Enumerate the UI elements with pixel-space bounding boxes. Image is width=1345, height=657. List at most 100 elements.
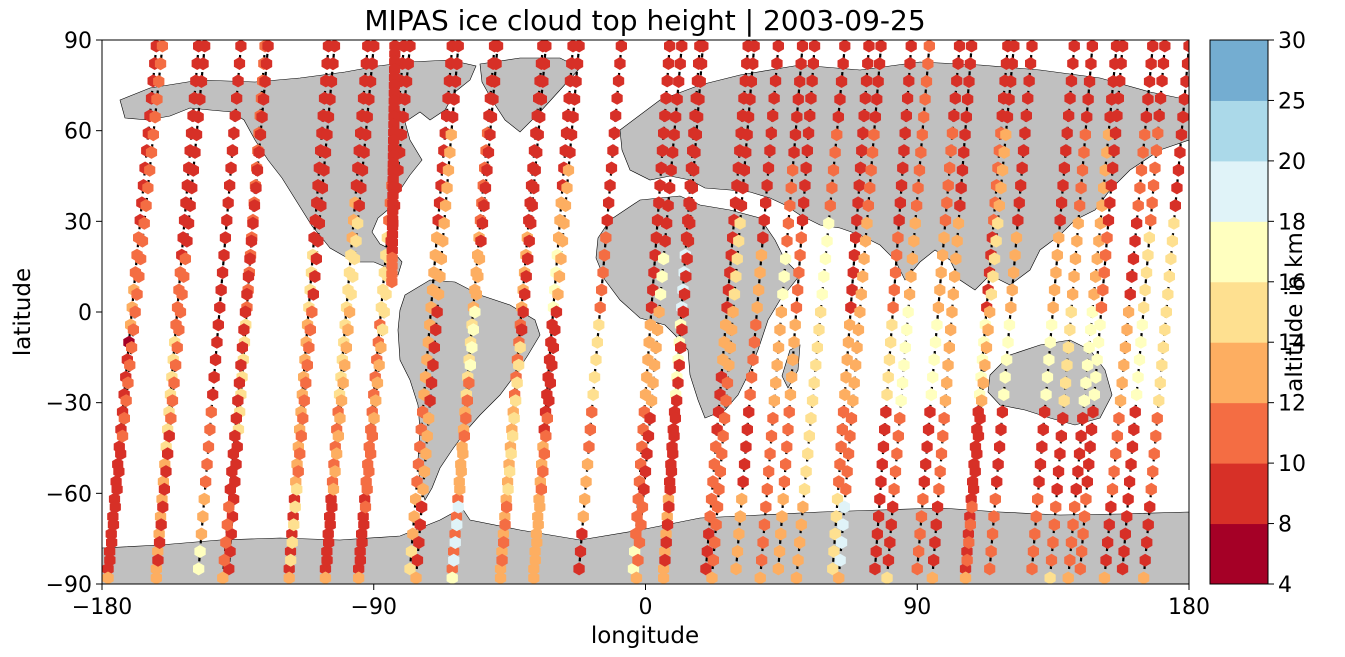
cloud-point (670, 110, 682, 124)
cloud-point (1058, 161, 1070, 175)
cloud-point (1023, 74, 1035, 88)
cloud-point (285, 553, 297, 567)
cloud-point (571, 57, 584, 71)
cloud-point (865, 163, 877, 177)
cloud-point (1150, 144, 1162, 158)
cloud-point (603, 196, 615, 210)
cloud-point (1037, 423, 1049, 436)
cloud-point (810, 358, 822, 372)
cloud-point (355, 181, 367, 195)
cloud-point (964, 518, 976, 532)
cloud-point (861, 216, 873, 230)
cloud-point (537, 465, 549, 479)
cloud-point (520, 270, 532, 283)
cloud-point (567, 110, 579, 124)
cloud-point (431, 305, 443, 319)
cloud-point (1175, 128, 1188, 142)
cloud-point (247, 216, 259, 230)
cloud-point (782, 423, 794, 436)
cloud-point (407, 527, 419, 541)
cloud-point (838, 500, 850, 514)
cloud-point (562, 163, 575, 177)
cloud-point (1163, 270, 1175, 283)
cloud-point (537, 75, 549, 88)
cloud-point (845, 301, 857, 314)
cloud-point (660, 91, 672, 105)
cloud-point (991, 475, 1003, 489)
cloud-point (1132, 370, 1144, 384)
cloud-point (235, 40, 247, 53)
cloud-point (447, 110, 459, 124)
cloud-point (573, 562, 585, 576)
cloud-point (775, 305, 787, 319)
cloud-point (580, 475, 592, 489)
cloud-point (1062, 341, 1075, 354)
cloud-point (1020, 109, 1032, 123)
cloud-point (1057, 179, 1069, 192)
cloud-point (753, 283, 765, 297)
cloud-point (579, 492, 591, 506)
cloud-point (319, 571, 332, 584)
cloud-point (528, 571, 540, 584)
cloud-point (777, 492, 789, 506)
cloud-point (1057, 411, 1069, 425)
cloud-point (787, 353, 799, 367)
cloud-point (755, 248, 768, 262)
cloud-point (499, 518, 511, 532)
cloud-point (854, 161, 867, 175)
cloud-point (199, 40, 211, 53)
cloud-point (1061, 358, 1073, 372)
cloud-point (513, 358, 525, 372)
cloud-point (1054, 213, 1066, 227)
cloud-point (170, 358, 182, 372)
cloud-point (135, 252, 147, 266)
cloud-point (744, 388, 756, 402)
cloud-point (448, 553, 460, 567)
cloud-point (215, 283, 227, 297)
cloud-point (660, 536, 672, 549)
y-tick-label: 90 (64, 29, 92, 54)
cloud-point (799, 179, 811, 192)
cloud-point (966, 500, 978, 514)
cloud-point (469, 305, 481, 319)
cloud-point (985, 545, 997, 558)
cloud-point (1050, 266, 1062, 280)
cloud-point (1027, 545, 1039, 558)
cloud-point (482, 145, 495, 159)
cloud-point (913, 163, 926, 177)
cloud-point (786, 370, 798, 384)
cloud-point (1063, 109, 1075, 123)
cloud-point (737, 475, 749, 489)
cloud-point (962, 92, 974, 106)
cloud-point (633, 536, 646, 549)
cloud-point (859, 234, 872, 248)
cloud-point (668, 429, 680, 443)
cloud-point (479, 181, 492, 195)
cloud-point (938, 411, 950, 425)
cloud-point (1119, 341, 1131, 354)
cloud-point (1043, 353, 1055, 367)
cloud-point (949, 91, 961, 105)
cloud-point (677, 305, 689, 319)
cloud-point (529, 553, 541, 567)
cloud-point (904, 57, 916, 70)
cloud-point (891, 447, 903, 461)
cloud-point (150, 571, 162, 584)
cloud-point (425, 376, 438, 390)
cloud-point (1025, 57, 1037, 70)
cloud-point (802, 126, 815, 140)
cloud-point (682, 234, 695, 248)
cloud-point (576, 527, 588, 541)
cloud-point (909, 216, 921, 230)
cloud-point (212, 318, 224, 332)
cloud-point (997, 163, 1009, 177)
cloud-point (229, 429, 241, 443)
cloud-point (943, 341, 955, 354)
cloud-point (882, 370, 894, 384)
cloud-point (1075, 181, 1087, 195)
cloud-point (792, 92, 804, 106)
cloud-point (363, 92, 375, 106)
cloud-point (157, 500, 169, 514)
cloud-point (198, 492, 210, 506)
cloud-point (1177, 110, 1189, 124)
